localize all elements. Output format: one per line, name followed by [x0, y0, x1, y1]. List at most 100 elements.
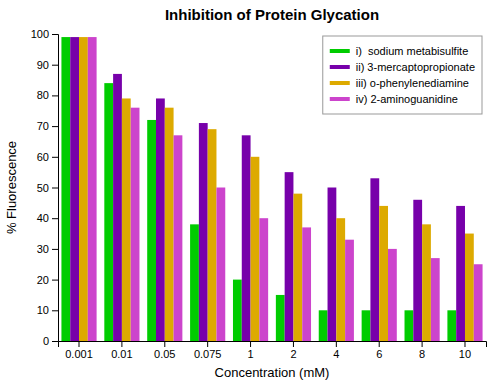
x-tick-label: 10	[459, 348, 471, 360]
bar	[216, 188, 225, 342]
x-tick-mark	[293, 341, 294, 347]
bar	[79, 37, 88, 341]
y-tick: 100	[31, 28, 58, 40]
y-tick: 80	[37, 89, 58, 101]
x-tick-label: 0.075	[194, 348, 222, 360]
y-tick-label: 10	[37, 304, 49, 316]
x-tick: 0.001	[65, 341, 93, 360]
bar	[174, 135, 183, 341]
bar	[70, 37, 79, 341]
y-tick: 10	[37, 304, 58, 316]
y-axis-title: % Fluorescence	[4, 141, 19, 234]
bar-series	[88, 37, 483, 341]
bar	[319, 310, 328, 341]
x-axis: 0.0010.010.050.0751246810	[59, 341, 487, 360]
bar	[104, 83, 113, 341]
bar	[413, 200, 422, 341]
bar	[285, 172, 294, 341]
x-tick-label: 0.05	[154, 348, 175, 360]
x-axis-line	[59, 342, 487, 348]
y-tick-label: 50	[37, 182, 49, 194]
bar	[379, 206, 388, 341]
x-axis-title: Concentration (mM)	[215, 365, 330, 380]
legend-swatch	[330, 65, 350, 69]
y-tick: 60	[37, 151, 58, 163]
x-tick: 1	[247, 341, 253, 360]
bar	[156, 98, 165, 341]
bar	[208, 129, 217, 341]
bar	[276, 295, 285, 341]
legend: i) sodium metabisulfite ii) 3-mercaptopro…	[323, 36, 482, 114]
bar	[251, 157, 260, 341]
bar	[456, 206, 465, 341]
bar	[328, 188, 337, 342]
y-tick-mark	[52, 280, 58, 281]
y-tick-label: 100	[31, 28, 49, 40]
bar	[370, 178, 379, 341]
bar	[431, 258, 440, 341]
bar	[131, 108, 140, 341]
x-tick-label: 6	[376, 348, 382, 360]
bar	[388, 249, 397, 341]
bar	[165, 108, 174, 341]
title: Inhibition of Protein Glycation	[165, 6, 379, 23]
x-tick-label: 1	[247, 348, 253, 360]
bar	[242, 135, 251, 341]
legend-label: iii) o-phenylenediamine	[356, 77, 469, 89]
legend-box	[323, 36, 482, 114]
y-tick: 70	[37, 120, 58, 132]
bar	[405, 310, 414, 341]
y-tick-mark	[52, 65, 58, 66]
bar	[61, 37, 70, 341]
legend-label: iv) 2-aminoguanidine	[356, 93, 458, 105]
bar	[147, 120, 156, 341]
plot-area	[61, 37, 482, 341]
bar	[422, 224, 431, 341]
x-tick: 0.05	[154, 341, 175, 360]
y-axis-line	[52, 35, 59, 342]
y-tick-mark	[52, 126, 58, 127]
x-tick-mark	[379, 341, 380, 347]
y-tick: 50	[37, 182, 58, 194]
x-tick-mark	[164, 341, 165, 347]
x-tick-mark	[121, 341, 122, 347]
x-tick-mark	[250, 341, 251, 347]
bar	[447, 310, 456, 341]
x-tick-label: 0.001	[65, 348, 93, 360]
x-tick-label: 4	[333, 348, 339, 360]
bar	[113, 74, 122, 341]
bar	[199, 123, 208, 341]
legend-label: i) sodium metabisulfite	[356, 45, 469, 57]
x-tick-mark	[79, 341, 80, 347]
y-tick-label: 40	[37, 212, 49, 224]
legend-swatch	[330, 49, 350, 53]
y-tick-label: 70	[37, 120, 49, 132]
y-tick-mark	[52, 95, 58, 96]
x-tick-mark	[422, 341, 423, 347]
y-axis: 0102030405060708090100	[31, 28, 59, 347]
y-tick-mark	[52, 341, 58, 342]
chart: 0.0010.010.050.0751246810010203040506070…	[0, 0, 500, 387]
legend-label: ii) 3-mercaptopropionate	[356, 61, 475, 73]
y-tick: 20	[37, 274, 58, 286]
bar	[474, 264, 483, 341]
bar	[259, 218, 268, 341]
x-tick-mark	[207, 341, 208, 347]
x-tick: 4	[333, 341, 339, 360]
y-tick-mark	[52, 218, 58, 219]
bar	[336, 218, 345, 341]
bar	[88, 37, 97, 341]
bar	[302, 227, 311, 341]
bar	[190, 224, 199, 341]
y-tick-label: 20	[37, 274, 49, 286]
x-tick-label: 2	[290, 348, 296, 360]
y-tick-label: 0	[43, 335, 49, 347]
bar	[345, 240, 354, 341]
x-tick-label: 0.01	[111, 348, 132, 360]
y-tick-mark	[52, 188, 58, 189]
x-tick-mark	[336, 341, 337, 347]
legend-swatch	[330, 81, 350, 85]
y-tick: 30	[37, 243, 58, 255]
x-tick: 2	[290, 341, 296, 360]
y-tick-mark	[52, 310, 58, 311]
